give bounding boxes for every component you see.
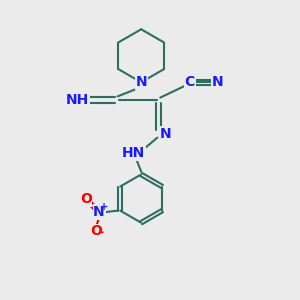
Text: -: - (99, 226, 104, 239)
Text: HN: HN (122, 146, 146, 160)
Text: N: N (160, 127, 171, 141)
Text: C: C (184, 75, 195, 89)
Text: N: N (93, 205, 105, 219)
Text: N: N (135, 75, 147, 89)
Text: N: N (212, 75, 224, 89)
Text: NH: NH (66, 93, 89, 107)
Text: O: O (80, 192, 92, 206)
Text: +: + (100, 202, 108, 212)
Text: O: O (90, 224, 102, 238)
